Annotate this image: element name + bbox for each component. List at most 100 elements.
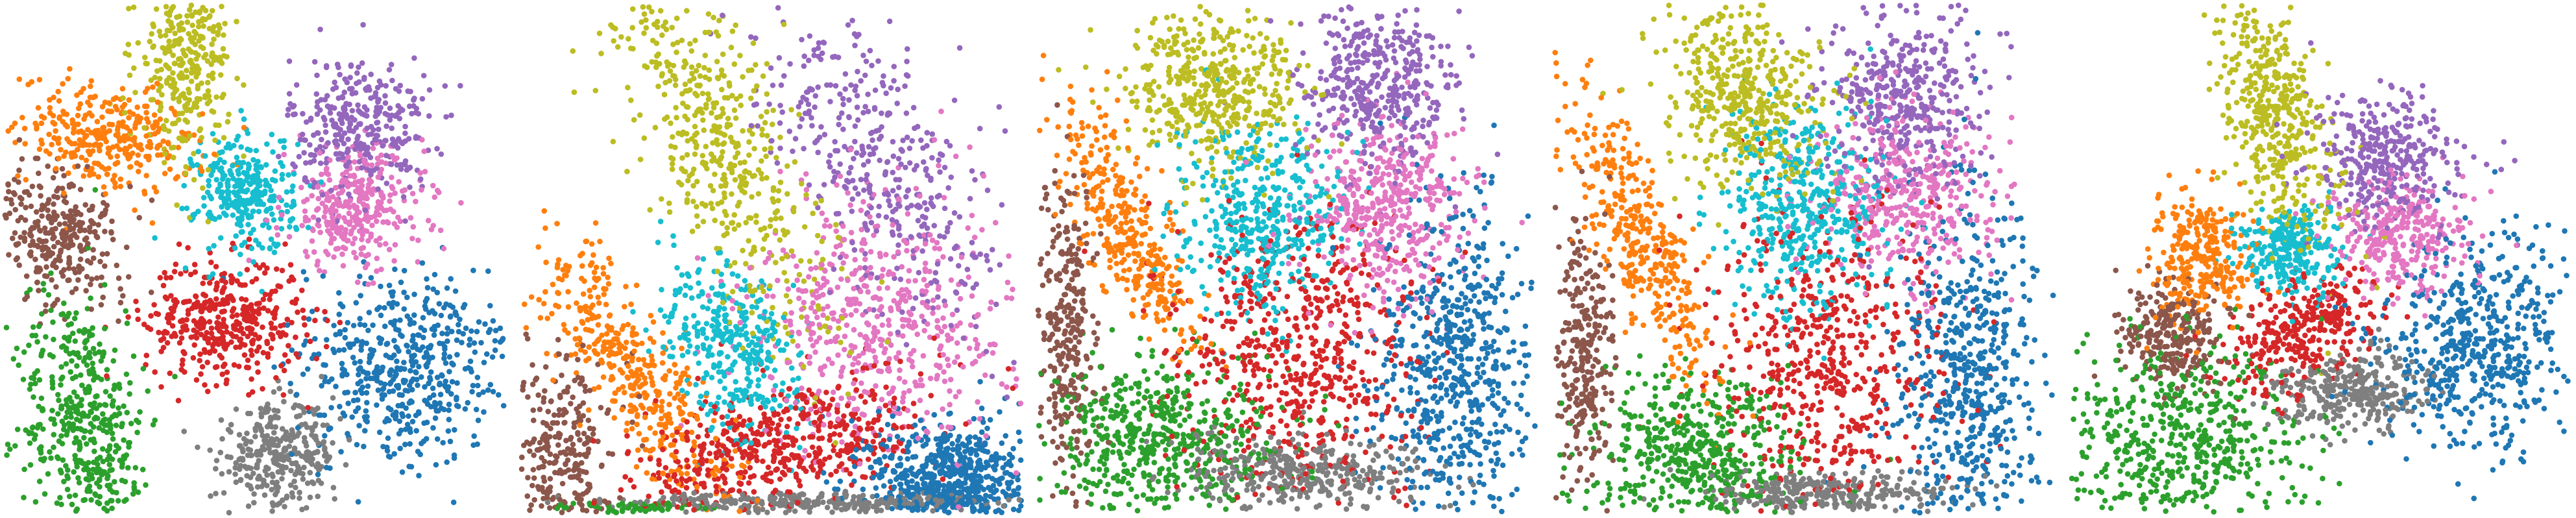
scatter-point-series-4 <box>104 373 110 379</box>
scatter-point-series-4 <box>213 383 219 389</box>
scatter-point-series-1 <box>402 426 409 432</box>
scatter-point-series-7 <box>377 170 383 177</box>
scatter-point-series-1 <box>271 364 277 370</box>
scatter-point-series-7 <box>1010 286 1015 293</box>
scatter-point-series-9 <box>184 119 191 125</box>
scatter-point-series-7 <box>808 266 814 272</box>
scatter-point-series-1 <box>481 360 487 365</box>
scatter-point-series-5 <box>930 305 936 311</box>
scatter-point-series-9 <box>690 182 696 189</box>
scatter-point-series-8 <box>213 465 219 472</box>
scatter-point-series-3 <box>131 480 137 486</box>
scatter-point-series-8 <box>181 428 188 434</box>
scatter-point-series-9 <box>217 58 224 64</box>
scatter-point-series-3 <box>116 410 123 417</box>
scatter-point-series-3 <box>49 408 55 413</box>
scatter-point-series-8 <box>303 443 310 449</box>
scatter-point-series-1 <box>422 397 428 404</box>
scatter-point-series-6 <box>115 318 121 325</box>
scatter-point-series-3 <box>127 380 133 386</box>
scatter-point-series-5 <box>419 95 426 102</box>
scatter-point-series-1 <box>499 353 505 360</box>
scatter-point-series-3 <box>50 354 56 360</box>
scatter-point-series-3 <box>110 358 117 364</box>
scatter-point-series-7 <box>428 227 435 232</box>
scatter-point-series-2 <box>23 177 29 183</box>
scatter-point-series-10 <box>243 206 250 213</box>
scatter-point-series-1 <box>321 362 326 368</box>
scatter-point-series-4 <box>160 282 167 289</box>
scatter-point-series-4 <box>168 293 174 299</box>
scatter-point-series-1 <box>438 405 444 412</box>
scatter-point-series-6 <box>61 173 67 179</box>
scatter-point-series-9 <box>200 5 206 10</box>
scatter-point-series-10 <box>709 375 715 380</box>
scatter-point-series-5 <box>389 77 395 84</box>
scatter-point-series-1 <box>480 389 486 395</box>
scatter-point-series-7 <box>333 246 339 252</box>
scatter-point-series-10 <box>253 162 260 168</box>
scatter-point-series-6 <box>49 277 55 283</box>
scatter-point-series-8 <box>301 409 307 415</box>
scatter-point-series-4 <box>200 280 206 286</box>
scatter-point-series-3 <box>5 441 11 447</box>
scatter-point-series-8 <box>332 496 337 502</box>
scatter-point-series-3 <box>107 486 113 493</box>
scatter-point-series-6 <box>78 212 84 217</box>
scatter-point-series-9 <box>666 78 673 84</box>
scatter-point-series-9 <box>738 103 744 108</box>
scatter-point-series-8 <box>274 479 280 486</box>
scatter-point-series-5 <box>337 116 343 123</box>
scatter-point-series-3 <box>95 375 101 380</box>
scatter-point-series-7 <box>395 214 401 221</box>
scatter-point-series-3 <box>55 391 61 398</box>
scatter-point-series-3 <box>88 497 94 503</box>
scatter-point-series-3 <box>32 371 38 376</box>
scatter-point-series-1 <box>358 347 364 353</box>
scatter-point-series-1 <box>378 336 385 342</box>
scatter-point-series-9 <box>184 101 191 106</box>
scatter-point-series-8 <box>297 413 303 419</box>
scatter-point-series-7 <box>906 267 912 274</box>
scatter-point-series-3 <box>109 505 115 512</box>
scatter-point-series-3 <box>20 376 27 382</box>
scatter-point-series-2 <box>591 386 597 392</box>
scatter-point-series-10 <box>705 306 711 312</box>
scatter-point-series-1 <box>476 319 482 325</box>
scatter-point-series-3 <box>116 381 122 388</box>
scatter-point-series-4 <box>300 307 306 314</box>
scatter-point-series-3 <box>107 482 113 488</box>
scatter-point-series-3 <box>130 353 137 359</box>
scatter-point-series-1 <box>446 417 452 423</box>
scatter-point-series-5 <box>858 177 864 182</box>
scatter-point-series-6 <box>6 210 13 217</box>
scatter-point-series-4 <box>185 245 191 251</box>
scatter-point-series-10 <box>232 245 238 251</box>
scatter-point-series-7 <box>246 257 252 264</box>
scatter-point-series-2 <box>5 128 11 134</box>
scatter-point-series-1 <box>394 383 400 389</box>
scatter-point-series-4 <box>255 369 261 375</box>
scatter-point-series-4 <box>768 470 774 476</box>
scatter-point-series-9 <box>206 73 212 79</box>
scatter-point-series-5 <box>894 101 900 106</box>
scatter-point-series-2 <box>639 340 645 347</box>
scatter-point-series-1 <box>426 310 432 315</box>
scatter-point-series-5 <box>868 204 874 211</box>
scatter-point-series-4 <box>299 288 305 293</box>
scatter-point-series-4 <box>238 325 245 332</box>
scatter-point-series-2 <box>60 119 66 125</box>
scatter-point-series-8 <box>307 494 313 500</box>
scatter-point-series-10 <box>247 147 253 153</box>
scatter-point-series-3 <box>77 418 83 424</box>
scatter-point-series-4 <box>239 296 245 302</box>
scatter-point-series-4 <box>260 386 265 392</box>
scatter-point-series-6 <box>149 197 155 203</box>
scatter-point-series-4 <box>264 265 270 271</box>
scatter-point-series-4 <box>268 320 274 327</box>
scatter-point-series-7 <box>309 193 315 199</box>
scatter-point-series-1 <box>420 315 426 321</box>
scatter-point-series-10 <box>715 313 721 319</box>
scatter-point-series-5 <box>442 83 448 89</box>
scatter-point-series-1 <box>418 325 424 331</box>
